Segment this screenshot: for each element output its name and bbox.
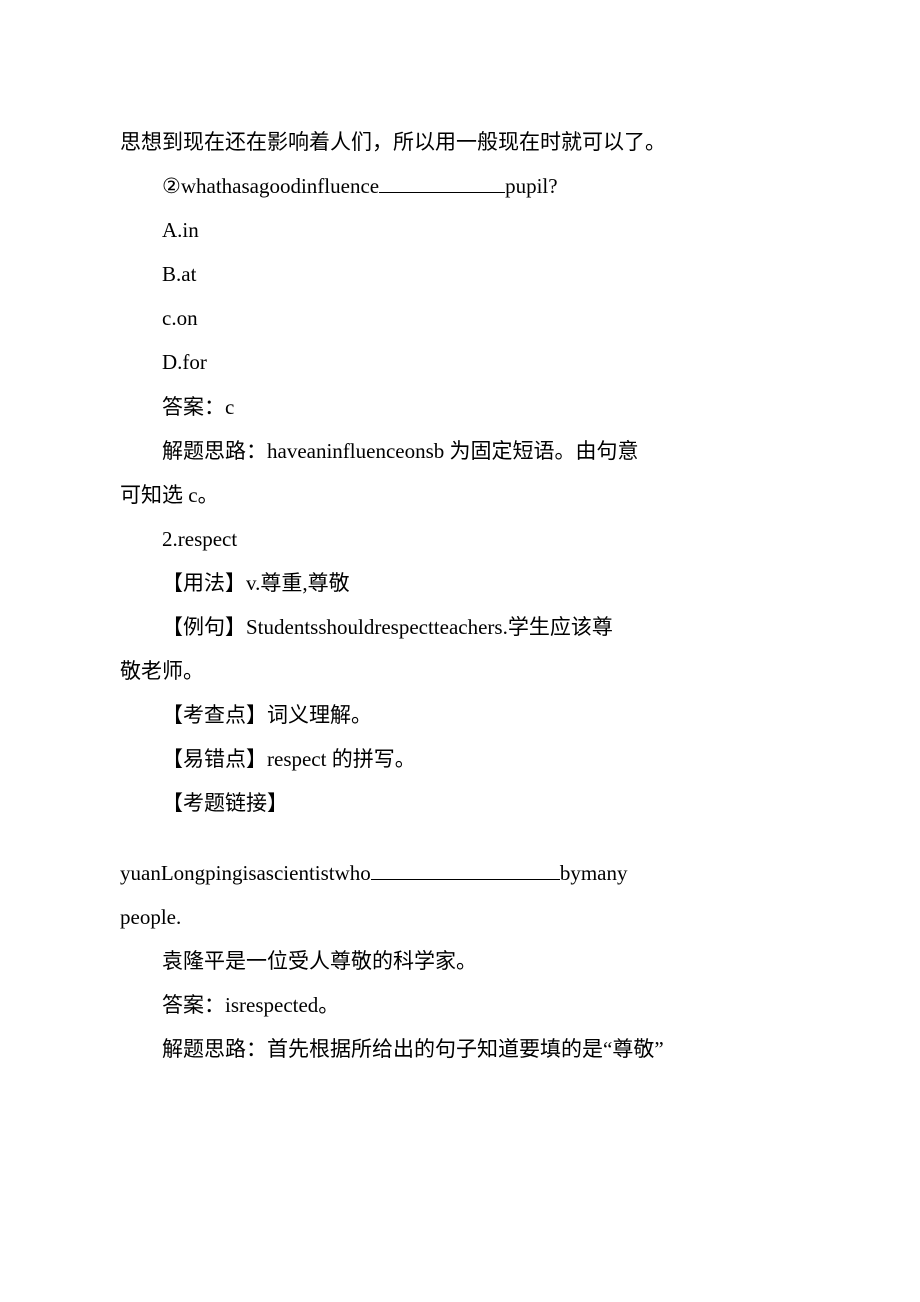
yuan-text-a: yuanLongpingisascientistwho (120, 861, 371, 885)
answer-label: 答案：c (120, 385, 800, 429)
explanation-line-2: 可知选 c。 (120, 473, 800, 517)
yuan-text-b: bymany (560, 861, 628, 885)
blank-field (371, 879, 560, 880)
option-c: c.on (120, 296, 800, 340)
test-point-line: 【考查点】词义理解。 (120, 693, 800, 737)
error-prone-line: 【易错点】respect 的拼写。 (120, 737, 800, 781)
usage-line: 【用法】v.尊重,尊敬 (120, 561, 800, 605)
question-2-stem: ②whathasagoodinfluence pupil? (120, 164, 800, 208)
section-2-heading: 2.respect (120, 517, 800, 561)
yuan-question-line-1: yuanLongpingisascientistwho bymany (120, 851, 800, 895)
document-page: 思想到现在还在影响着人们，所以用一般现在时就可以了。 ②whathasagood… (0, 0, 920, 1171)
option-b: B.at (120, 252, 800, 296)
question-2-text-a: ②whathasagoodinfluence (162, 174, 379, 198)
yuan-question-line-2: people. (120, 895, 800, 939)
question-2-text-b: pupil? (505, 174, 558, 198)
option-d: D.for (120, 340, 800, 384)
blank-line (120, 826, 800, 851)
yuan-explanation: 解题思路：首先根据所给出的句子知道要填的是“尊敬” (120, 1027, 800, 1071)
paragraph-continuation: 思想到现在还在影响着人们，所以用一般现在时就可以了。 (120, 120, 800, 164)
yuan-answer: 答案：isrespected。 (120, 983, 800, 1027)
question-link-line: 【考题链接】 (120, 781, 800, 825)
example-line-1: 【例句】Studentsshouldrespectteachers.学生应该尊 (120, 605, 800, 649)
example-line-2: 敬老师。 (120, 649, 800, 693)
option-a: A.in (120, 208, 800, 252)
yuan-translation: 袁隆平是一位受人尊敬的科学家。 (120, 939, 800, 983)
blank-field (379, 192, 505, 193)
explanation-line-1: 解题思路：haveaninfluenceonsb 为固定短语。由句意 (120, 429, 800, 473)
